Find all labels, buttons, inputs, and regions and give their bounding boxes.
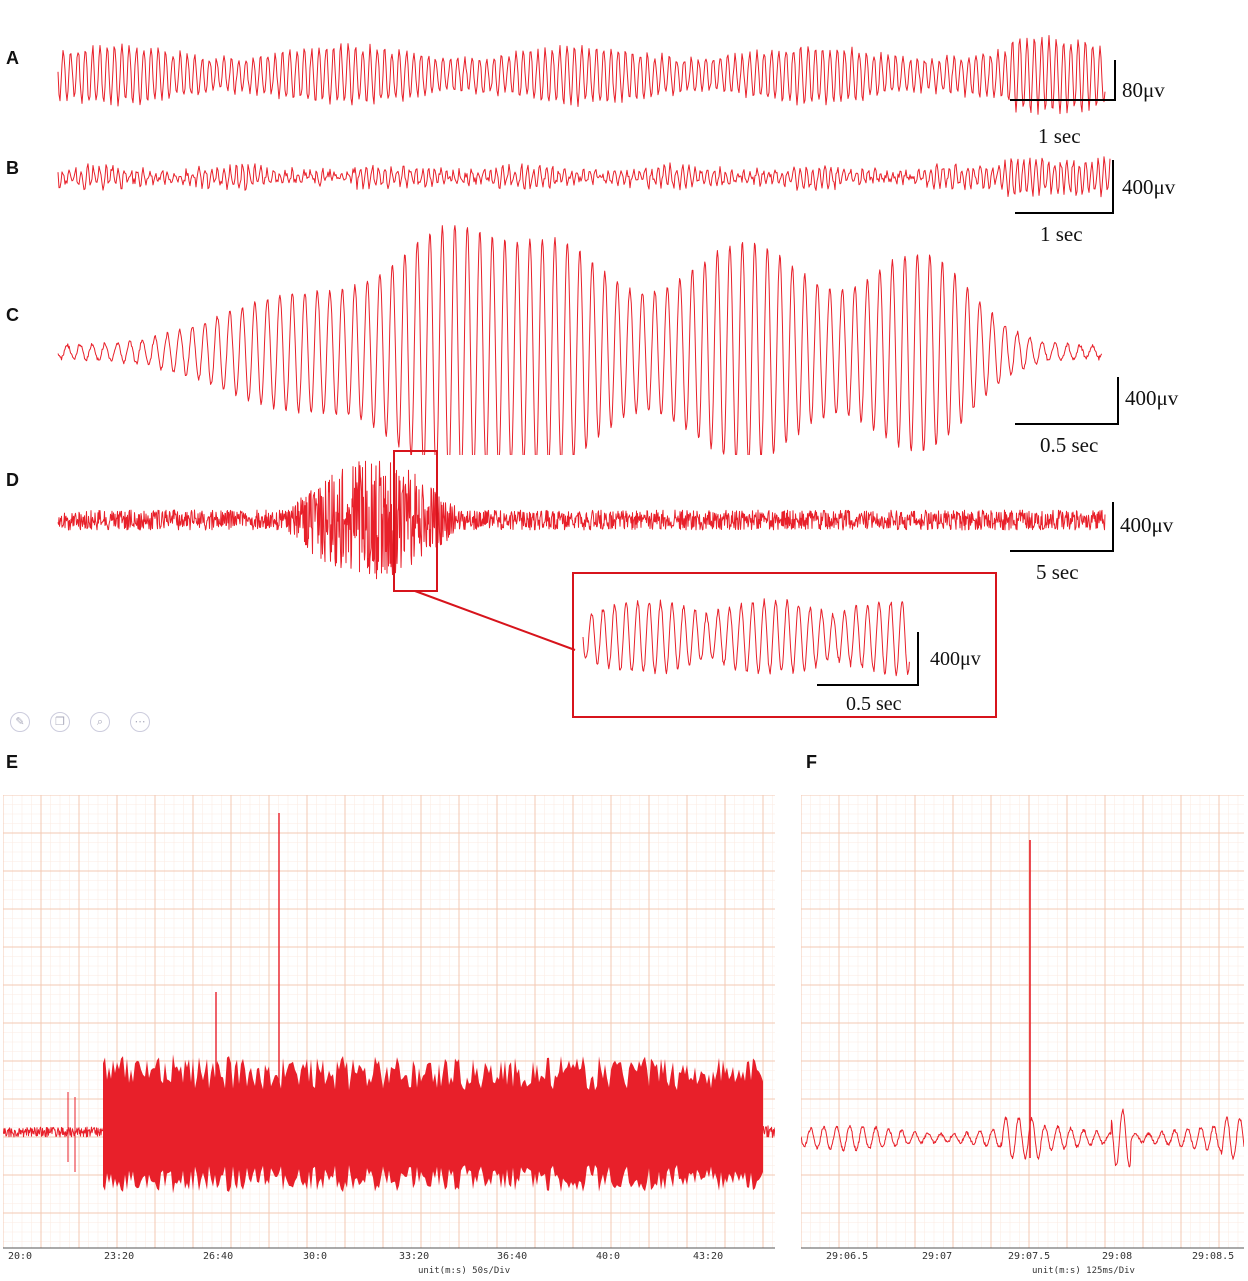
- scale-inset-time: 0.5 sec: [846, 693, 902, 715]
- e-trace-baseline: [3, 1126, 104, 1138]
- scalebar-a: [1010, 60, 1116, 101]
- e-tick-4: 33:20: [399, 1251, 430, 1262]
- e-unit-label: unit(m:s) 50s/Div: [418, 1266, 511, 1276]
- f-tick-2: 29:07.5: [1008, 1251, 1051, 1262]
- inset-trace-line: [582, 598, 910, 677]
- f-unit-label: unit(m:s) 125ms/Div: [1032, 1266, 1135, 1276]
- panel-letter-e: E: [6, 752, 19, 772]
- e-tick-1: 23:20: [104, 1251, 135, 1262]
- f-tick-1: 29:07: [922, 1251, 953, 1262]
- panel-letter-a: A: [6, 48, 19, 68]
- scale-a-time: 1 sec: [1038, 124, 1081, 148]
- trace-a: [57, 35, 1106, 115]
- trace-b-line: [57, 156, 1111, 198]
- e-tick-7: 43:20: [693, 1251, 724, 1262]
- scale-c-amplitude: 400μv: [1125, 386, 1179, 410]
- scalebar-c: [1015, 377, 1119, 425]
- trace-d: [57, 460, 1106, 580]
- inset-connector: [393, 450, 997, 718]
- e-tick-2: 26:40: [203, 1251, 234, 1262]
- trace-c: [57, 225, 1103, 455]
- panel-e-chart: [3, 795, 775, 1278]
- panel-letter-b: B: [6, 158, 19, 178]
- scale-d-time: 5 sec: [1036, 560, 1079, 584]
- panel-e-bg: [3, 795, 775, 1278]
- trace-b: [57, 156, 1111, 198]
- scalebar-b: [1015, 160, 1114, 214]
- inset-trace: [582, 598, 910, 677]
- scale-b-time: 1 sec: [1040, 222, 1083, 246]
- f-tick-4: 29:08.5: [1192, 1251, 1235, 1262]
- viewer-toolbar: ✎ ❐ ⌕ ⋯: [10, 712, 150, 732]
- copy-icon[interactable]: ❐: [50, 712, 70, 732]
- e-tick-0: 20:0: [8, 1251, 33, 1262]
- scalebar-d: [1010, 502, 1114, 552]
- scale-d-amplitude: 400μv: [1120, 513, 1174, 537]
- trace-c-line: [57, 225, 1103, 455]
- panel-f-bg: [801, 795, 1244, 1278]
- trace-d-line: [57, 460, 1106, 580]
- scale-b-amplitude: 400μv: [1122, 175, 1176, 199]
- f-tick-3: 29:08: [1102, 1251, 1133, 1262]
- f-tick-0: 29:06.5: [826, 1251, 869, 1262]
- e-tick-3: 30:0: [303, 1251, 328, 1262]
- e-trace-tail: [762, 1125, 775, 1138]
- trace-a-line: [57, 35, 1106, 115]
- scale-inset-amplitude: 400μv: [930, 648, 981, 670]
- e-tick-6: 40:0: [596, 1251, 621, 1262]
- pen-icon[interactable]: ✎: [10, 712, 30, 732]
- scale-c-time: 0.5 sec: [1040, 433, 1099, 457]
- panel-letter-c: C: [6, 305, 19, 325]
- zoom-icon[interactable]: ⌕: [90, 712, 110, 732]
- scalebar-inset: [817, 632, 919, 686]
- panel-f-chart: [801, 795, 1244, 1278]
- e-tick-5: 36:40: [497, 1251, 528, 1262]
- e-trace-burst: [103, 1054, 763, 1194]
- panel-letter-f: F: [806, 752, 817, 772]
- more-icon[interactable]: ⋯: [130, 712, 150, 732]
- scale-a-amplitude: 80μv: [1122, 78, 1165, 102]
- panel-letter-d: D: [6, 470, 19, 490]
- f-trace-line: [801, 1108, 1244, 1168]
